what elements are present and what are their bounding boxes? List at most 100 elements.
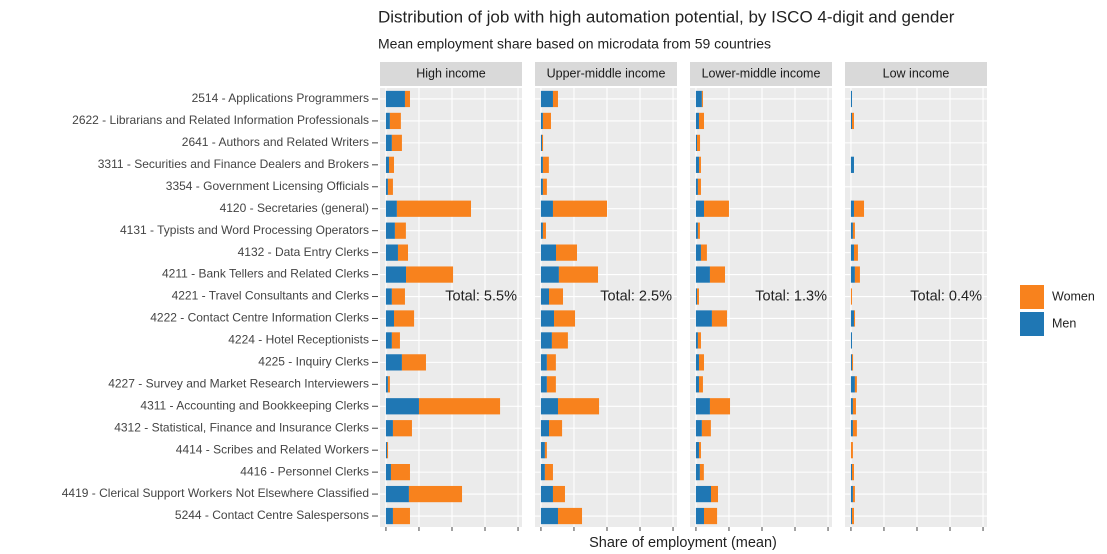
bar — [542, 222, 546, 239]
y-tick-label: 4131 - Typists and Word Processing Opera… — [120, 223, 369, 237]
y-tick-label: 4211 - Bank Tellers and Related Clerks — [162, 267, 369, 281]
facet-title: Lower-middle income — [702, 66, 821, 80]
bar — [850, 156, 854, 173]
facet-title: High income — [416, 66, 486, 80]
bar — [544, 442, 547, 459]
bar — [852, 398, 856, 415]
bar — [388, 156, 395, 173]
bar — [695, 266, 710, 283]
bar — [540, 376, 547, 393]
annotation: Total: 5.5% — [445, 288, 517, 304]
panel-background — [845, 88, 987, 527]
y-tick-label: 4120 - Secretaries (general) — [220, 201, 369, 215]
bar — [385, 485, 409, 503]
bar — [544, 464, 553, 481]
bar — [850, 90, 853, 108]
bar — [551, 332, 568, 349]
bar — [540, 222, 543, 239]
bar — [385, 464, 391, 481]
bar — [404, 90, 410, 108]
bar — [704, 507, 718, 525]
bar — [711, 310, 727, 327]
bar — [394, 310, 415, 327]
bar — [540, 178, 543, 195]
y-tick-label: 4312 - Statistical, Finance and Insuranc… — [114, 420, 369, 434]
legend-label: Men — [1052, 316, 1076, 330]
chart-title: Distribution of job with high automation… — [378, 7, 955, 26]
bar — [540, 332, 552, 349]
bar — [540, 464, 545, 481]
bar — [695, 134, 698, 151]
bar — [695, 420, 702, 437]
bar — [709, 266, 726, 283]
strip-background — [845, 62, 987, 86]
bar — [698, 442, 701, 459]
bar — [385, 420, 393, 437]
y-tick-label: 4224 - Hotel Receptionists — [228, 333, 369, 347]
y-tick-label: 4221 - Travel Consultants and Clerks — [172, 289, 369, 303]
bar — [385, 507, 393, 525]
y-tick-label: 4227 - Survey and Market Research Interv… — [108, 376, 369, 390]
bar — [391, 288, 405, 305]
bar — [695, 90, 702, 108]
panel-background — [535, 88, 677, 527]
y-tick-label: 4132 - Data Entry Clerks — [238, 245, 369, 259]
bar — [385, 288, 392, 305]
bar — [385, 376, 388, 393]
bar — [556, 244, 578, 261]
bar — [695, 354, 699, 371]
bar — [391, 134, 402, 151]
bar — [540, 134, 543, 151]
bar — [394, 222, 406, 239]
bar — [695, 332, 698, 349]
strip-background — [535, 62, 677, 86]
bar — [385, 310, 395, 327]
bar — [540, 244, 557, 261]
bar — [542, 156, 549, 173]
bar — [852, 485, 855, 503]
bar — [850, 398, 853, 415]
bar — [854, 376, 857, 393]
bar — [852, 420, 857, 437]
bar — [852, 507, 854, 525]
bar — [850, 288, 853, 305]
bar — [540, 507, 558, 525]
bar — [385, 156, 389, 173]
bar — [385, 442, 388, 459]
bar — [695, 156, 699, 173]
bar — [695, 485, 712, 503]
bar — [695, 200, 705, 217]
y-tick-label: 4416 - Personnel Clerks — [240, 464, 369, 478]
bar — [700, 244, 707, 261]
bar — [850, 507, 853, 525]
bar — [697, 134, 701, 151]
bar — [852, 222, 855, 239]
bar — [408, 485, 463, 503]
bar — [540, 90, 553, 108]
bar — [850, 442, 853, 459]
bar — [546, 354, 556, 371]
bar — [695, 464, 700, 481]
bar — [852, 464, 854, 481]
y-tick-label: 4419 - Clerical Support Workers Not Else… — [62, 486, 369, 500]
bar — [558, 266, 599, 283]
bar — [385, 354, 402, 371]
bar — [390, 464, 410, 481]
bar — [387, 178, 393, 195]
bar — [695, 442, 699, 459]
bar — [695, 244, 701, 261]
panel-background — [380, 88, 522, 527]
bar — [385, 222, 395, 239]
bar — [540, 398, 558, 415]
bar — [557, 398, 600, 415]
x-axis-title: Share of employment (mean) — [589, 535, 777, 551]
bar — [389, 112, 401, 130]
bar — [850, 112, 853, 130]
bar — [850, 222, 853, 239]
bar — [549, 420, 563, 437]
bar — [852, 112, 854, 130]
bar — [542, 134, 544, 151]
bar — [697, 222, 700, 239]
facet-title: Low income — [883, 66, 950, 80]
bar — [850, 266, 855, 283]
